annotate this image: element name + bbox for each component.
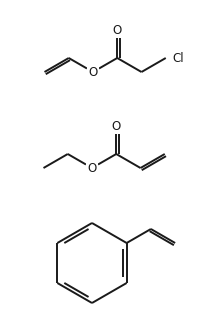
- Text: O: O: [87, 161, 97, 174]
- Text: O: O: [112, 120, 121, 133]
- Text: O: O: [113, 23, 122, 36]
- Text: O: O: [88, 66, 98, 79]
- Text: Cl: Cl: [173, 51, 184, 64]
